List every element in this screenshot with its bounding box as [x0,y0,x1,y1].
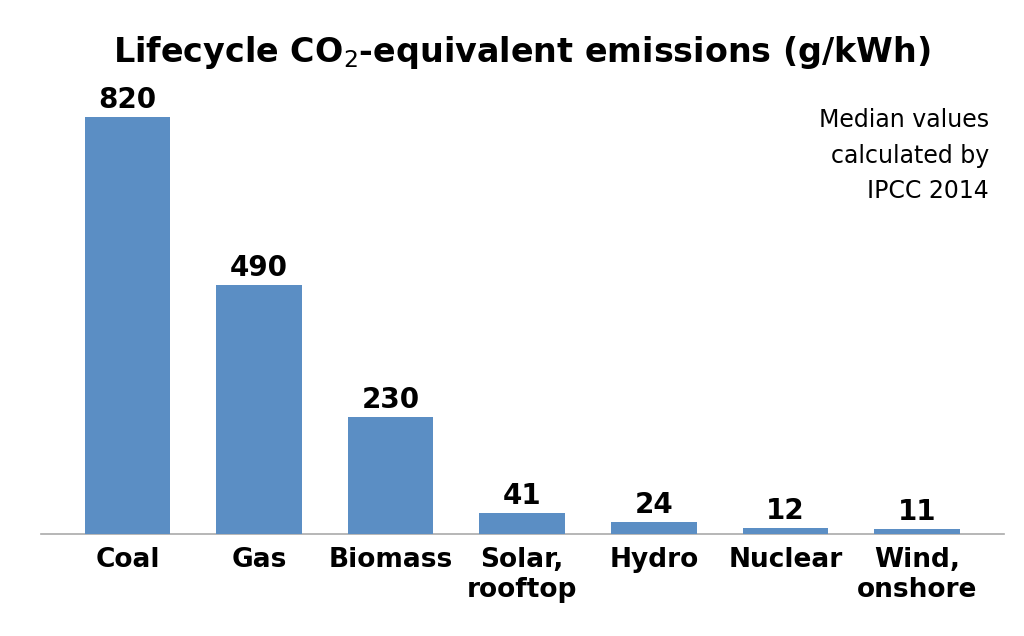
Text: 12: 12 [766,497,805,525]
Text: Median values
calculated by
IPCC 2014: Median values calculated by IPCC 2014 [819,108,989,203]
Bar [611,522,696,534]
Text: 11: 11 [898,497,936,525]
Bar [216,285,302,534]
Text: 820: 820 [98,86,157,114]
Title: Lifecycle CO$_2$-equivalent emissions (g/kWh): Lifecycle CO$_2$-equivalent emissions (g… [114,34,931,71]
Bar [85,117,170,534]
Text: 41: 41 [503,482,542,510]
Bar [348,417,433,534]
Bar [742,528,828,534]
Text: 490: 490 [230,254,288,282]
Bar [479,513,565,534]
Text: 24: 24 [635,491,673,519]
Text: 230: 230 [361,386,420,414]
Bar [874,529,959,534]
